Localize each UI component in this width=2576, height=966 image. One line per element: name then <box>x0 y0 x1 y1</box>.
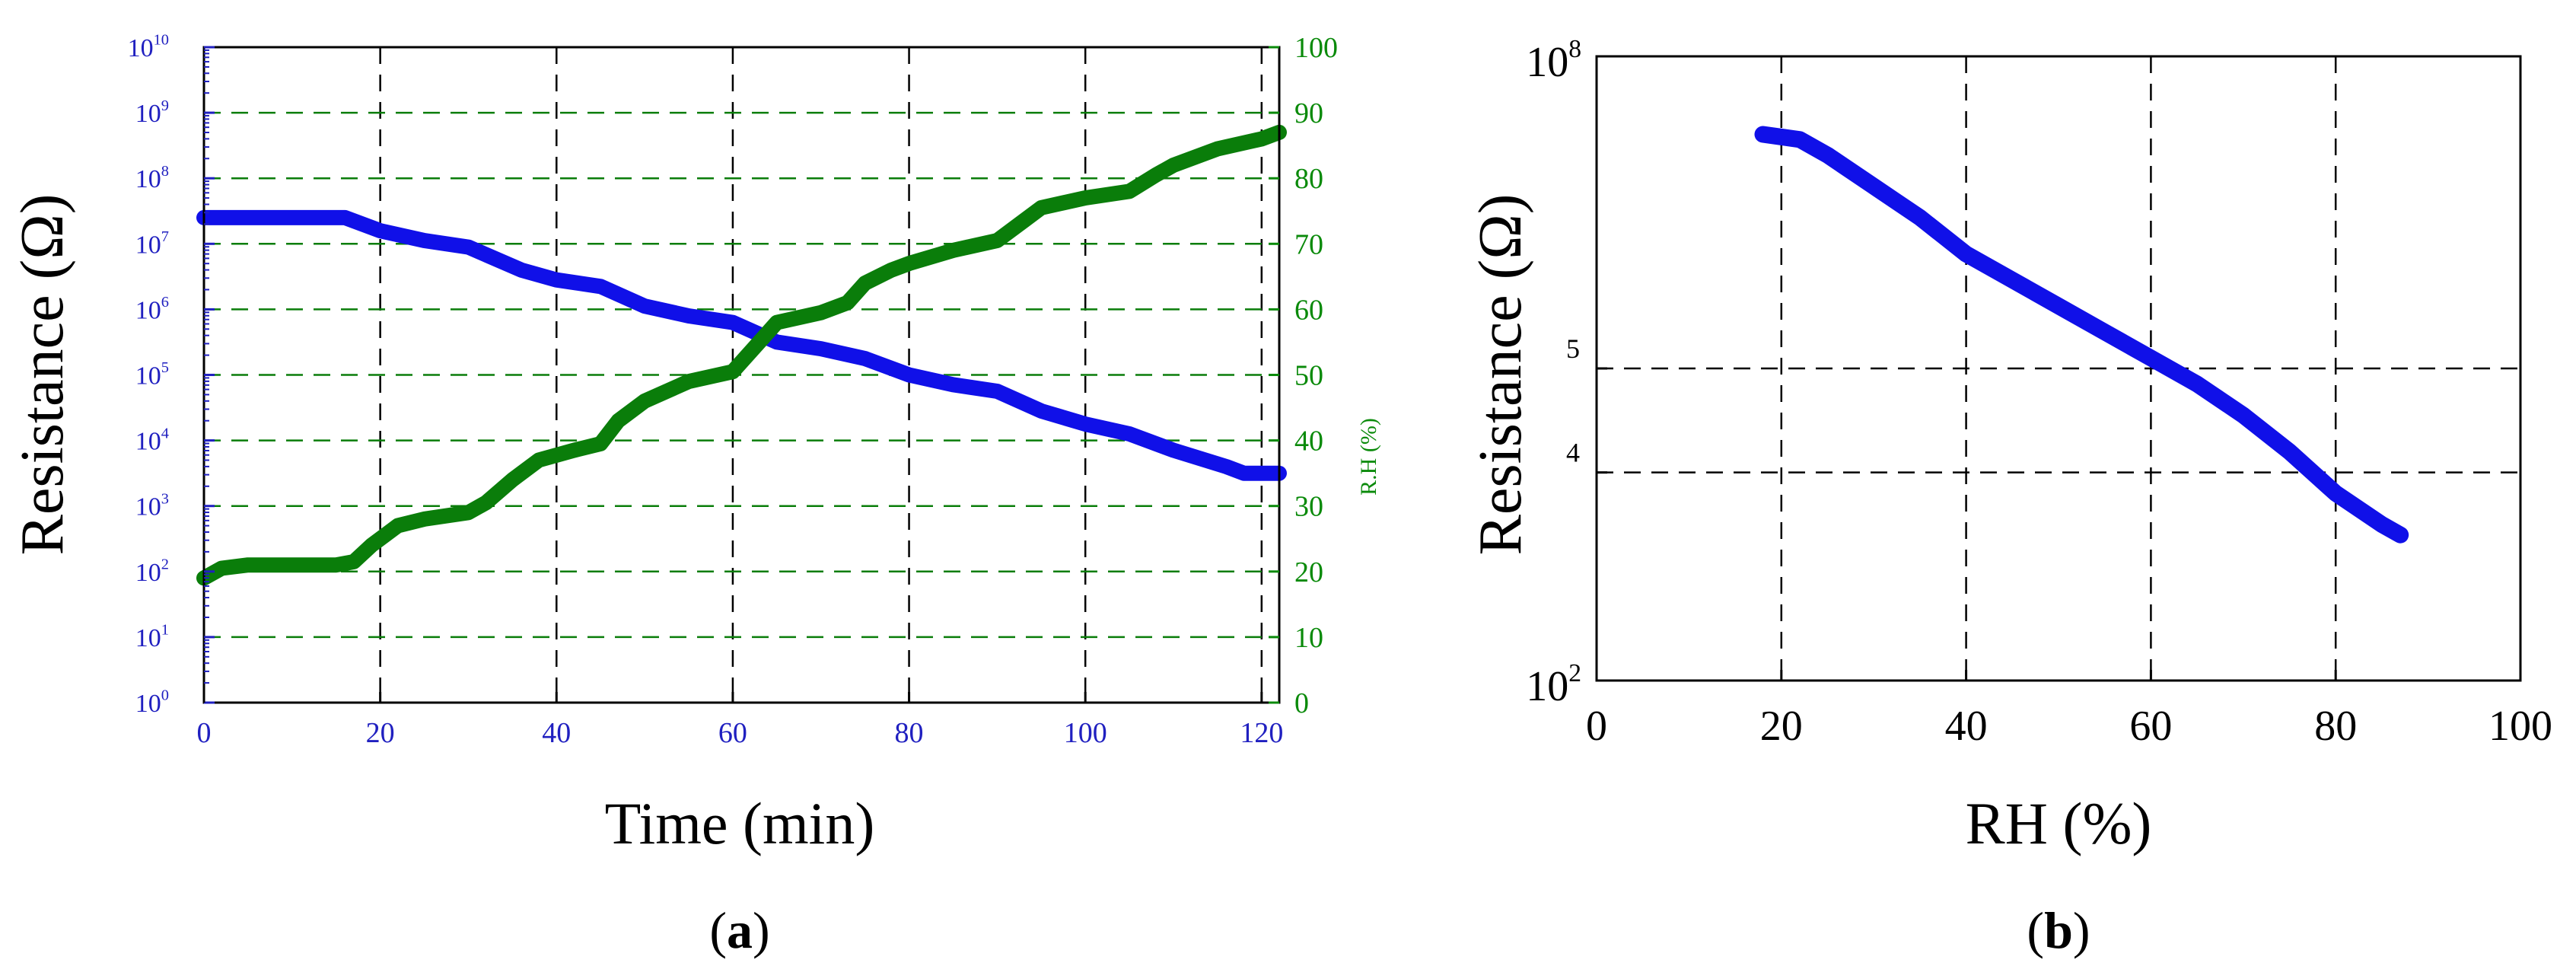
y-tick-label-b: 102 <box>1526 659 1581 710</box>
resistance-series-line-a <box>196 209 1287 481</box>
y-left-tick-label-a-exponent: 1 <box>161 622 169 639</box>
y-axis-title-b: Resistance (Ω) <box>1467 194 1534 556</box>
panel-label-a-letter: a <box>727 901 753 959</box>
y-left-tick-label-a: 105 <box>135 359 169 390</box>
y-left-tick-label-a-base: 10 <box>135 559 161 587</box>
panel-label-a: (a) <box>709 901 769 959</box>
x-tick-label-a: 80 <box>895 717 924 749</box>
x-tick-label-b: 100 <box>2488 703 2552 750</box>
y-right-tick-label-a: 70 <box>1294 228 1323 260</box>
y-left-tick-label-a-exponent: 0 <box>161 687 169 704</box>
y-right-tick-label-a: 60 <box>1294 294 1323 326</box>
y-left-tick-label-a-base: 10 <box>135 100 161 128</box>
y-left-tick-label-a-base: 10 <box>135 362 161 391</box>
plot-area-a-series <box>196 124 1287 586</box>
y-left-tick-label-a-exponent: 7 <box>161 228 169 245</box>
y-left-tick-label-a-base: 10 <box>128 34 154 62</box>
y-left-tick-label-a: 100 <box>135 687 169 718</box>
y-left-tick-label-a: 106 <box>135 294 169 324</box>
y-left-tick-label-a-exponent: 2 <box>161 556 169 573</box>
y-tick-label-b-base: 10 <box>1526 663 1568 710</box>
y-right-tick-label-a: 80 <box>1294 163 1323 195</box>
y-axis-left-title-a: Resistance (Ω) <box>9 194 76 556</box>
chart-panel-a: 1001011021031041051061071081091010010203… <box>9 32 1381 959</box>
y-right-tick-label-a: 40 <box>1294 426 1323 457</box>
x-axis-title-a: Time (min) <box>605 790 875 856</box>
x-axis-title-b: RH (%) <box>1966 790 2152 856</box>
panel-label-a-close: ) <box>753 901 770 959</box>
y-left-tick-label-a: 104 <box>135 425 169 455</box>
y-tick-label-b: 4 <box>1566 438 1580 468</box>
y-tick-label-b-base: 10 <box>1526 39 1568 86</box>
y-right-tick-label-a: 0 <box>1294 687 1309 719</box>
panel-label-b-letter: b <box>2044 901 2073 959</box>
x-tick-label-b: 80 <box>2314 703 2357 750</box>
x-tick-label-a: 60 <box>718 717 747 749</box>
y-left-tick-label-a-exponent: 4 <box>161 425 169 442</box>
x-tick-label-a: 100 <box>1064 717 1107 749</box>
y-right-tick-label-a: 30 <box>1294 491 1323 523</box>
y-left-tick-label-a-exponent: 3 <box>161 490 169 507</box>
y-left-tick-label-a: 103 <box>135 490 169 521</box>
y-left-tick-label-a-base: 10 <box>135 428 161 456</box>
panel-label-b-open: ( <box>2027 901 2044 959</box>
y-left-tick-label-a-exponent: 8 <box>161 163 169 180</box>
plot-area-b-grid <box>1597 56 2520 681</box>
y-tick-label-b: 108 <box>1526 35 1581 86</box>
y-left-tick-label-a: 108 <box>135 163 169 193</box>
y-left-tick-label-a-exponent: 10 <box>154 32 169 49</box>
axis-ticks-a: 1001011021031041051061071081091010010203… <box>128 32 1338 749</box>
x-tick-label-a: 40 <box>542 717 571 749</box>
y-left-tick-label-a-base: 10 <box>135 493 161 521</box>
rh-series-line-a <box>196 124 1287 586</box>
y-left-tick-label-a-base: 10 <box>135 165 161 193</box>
plot-area-b-series <box>1754 126 2409 544</box>
y-left-tick-label-a-base: 10 <box>135 624 161 652</box>
x-tick-label-b: 0 <box>1586 703 1607 750</box>
y-tick-label-b-exponent: 2 <box>1568 659 1581 687</box>
y-left-tick-label-a: 102 <box>135 556 169 587</box>
x-tick-label-b: 40 <box>1945 703 1988 750</box>
y-left-tick-label-a: 107 <box>135 228 169 259</box>
y-tick-label-b-exponent: 8 <box>1568 35 1581 63</box>
y-left-tick-label-a-base: 10 <box>135 231 161 259</box>
x-tick-label-a: 20 <box>366 717 395 749</box>
panel-label-a-open: ( <box>709 901 727 959</box>
y-left-tick-label-a: 1010 <box>128 32 169 62</box>
y-left-tick-label-a-exponent: 5 <box>161 359 169 376</box>
plot-area-a-grid <box>204 47 1279 703</box>
y-right-tick-label-a: 50 <box>1294 360 1323 392</box>
x-tick-label-a: 0 <box>197 717 212 749</box>
y-tick-label-b: 5 <box>1566 333 1580 364</box>
panel-label-b: (b) <box>2027 901 2090 959</box>
y-right-tick-label-a: 100 <box>1294 32 1338 64</box>
y-left-tick-label-a-exponent: 6 <box>161 294 169 311</box>
y-right-tick-label-a: 10 <box>1294 622 1323 654</box>
y-left-tick-label-a: 101 <box>135 622 169 652</box>
y-axis-right-title-a: R.H (%) <box>1356 418 1381 496</box>
resistance-vs-rh-series-line-b <box>1754 126 2409 544</box>
y-left-tick-label-a-base: 10 <box>135 690 161 718</box>
x-tick-label-a: 120 <box>1240 717 1283 749</box>
panel-label-b-close: ) <box>2073 901 2090 959</box>
y-left-tick-label-a-base: 10 <box>135 296 161 324</box>
y-left-tick-label-a: 109 <box>135 97 169 128</box>
y-right-tick-label-a: 20 <box>1294 556 1323 588</box>
y-left-tick-label-a-exponent: 9 <box>161 97 169 114</box>
x-tick-label-b: 20 <box>1760 703 1803 750</box>
x-tick-label-b: 60 <box>2129 703 2172 750</box>
y-right-tick-label-a: 90 <box>1294 97 1323 129</box>
